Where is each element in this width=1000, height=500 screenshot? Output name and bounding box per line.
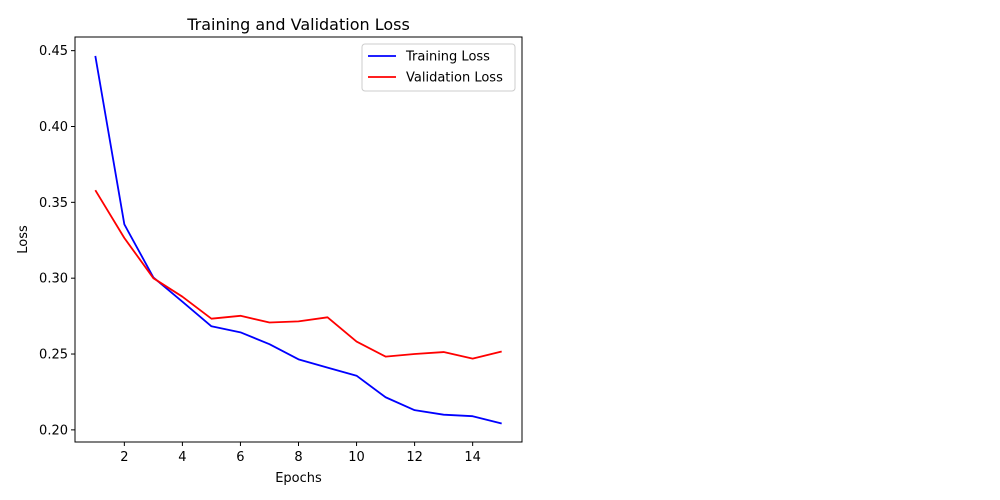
x-tick-label: 2 <box>120 450 128 465</box>
y-tick-label: 0.30 <box>39 272 68 287</box>
x-tick-label: 12 <box>406 450 423 465</box>
y-axis-ticks: 0.20 0.25 0.30 0.35 0.40 0.45 <box>39 44 75 438</box>
x-tick-label: 4 <box>178 450 186 465</box>
y-tick-label: 0.35 <box>39 196 68 211</box>
y-tick-label: 0.40 <box>39 120 68 135</box>
x-tick-label: 10 <box>348 450 365 465</box>
plot-lines <box>94 55 502 425</box>
series-line-training <box>94 55 502 425</box>
y-axis-label: Loss <box>16 225 31 254</box>
y-tick-label: 0.25 <box>39 348 68 363</box>
x-tick-label: 6 <box>236 450 244 465</box>
y-tick-label: 0.45 <box>39 44 68 59</box>
y-tick-label: 0.20 <box>39 423 68 438</box>
x-tick-label: 8 <box>294 450 302 465</box>
plot-frame <box>74 36 523 443</box>
legend-label-validation: Validation Loss <box>406 71 503 86</box>
chart-title: Training and Validation Loss <box>186 15 410 34</box>
x-axis-ticks: 2 4 6 8 10 12 14 <box>120 442 481 465</box>
x-tick-label: 14 <box>464 450 481 465</box>
legend-box <box>361 43 516 92</box>
legend-label-training: Training Loss <box>405 50 490 65</box>
series-line-validation <box>94 189 502 360</box>
legend: Training Loss Validation Loss <box>361 43 516 92</box>
x-axis-label: Epochs <box>275 471 322 486</box>
